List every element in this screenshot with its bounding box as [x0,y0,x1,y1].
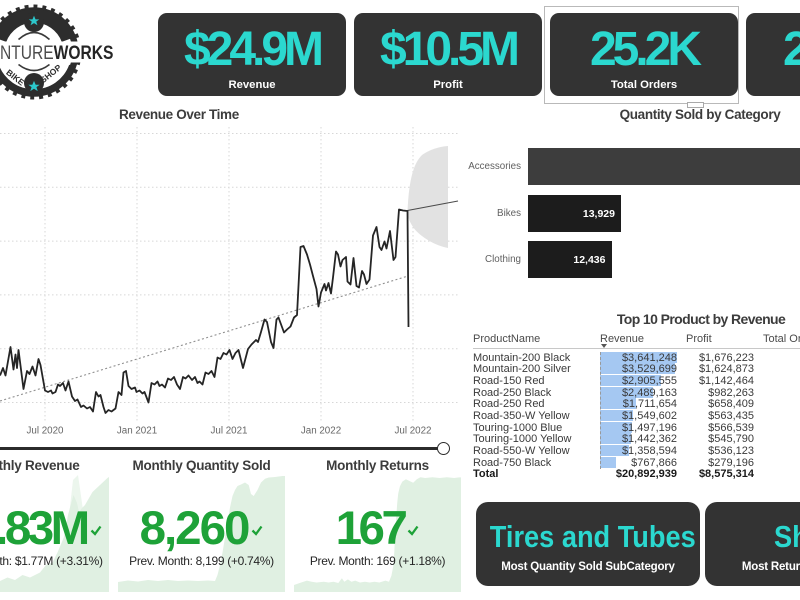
svg-text:ADVENTUREWORKS: ADVENTUREWORKS [0,41,114,63]
svg-text:Jan 2021: Jan 2021 [117,426,157,437]
svg-text:Jul 2022: Jul 2022 [394,426,431,437]
svg-text:Jul 2020: Jul 2020 [26,426,64,437]
svg-text:Jan 2022: Jan 2022 [301,426,341,437]
svg-text:Jul 2021: Jul 2021 [210,426,247,437]
